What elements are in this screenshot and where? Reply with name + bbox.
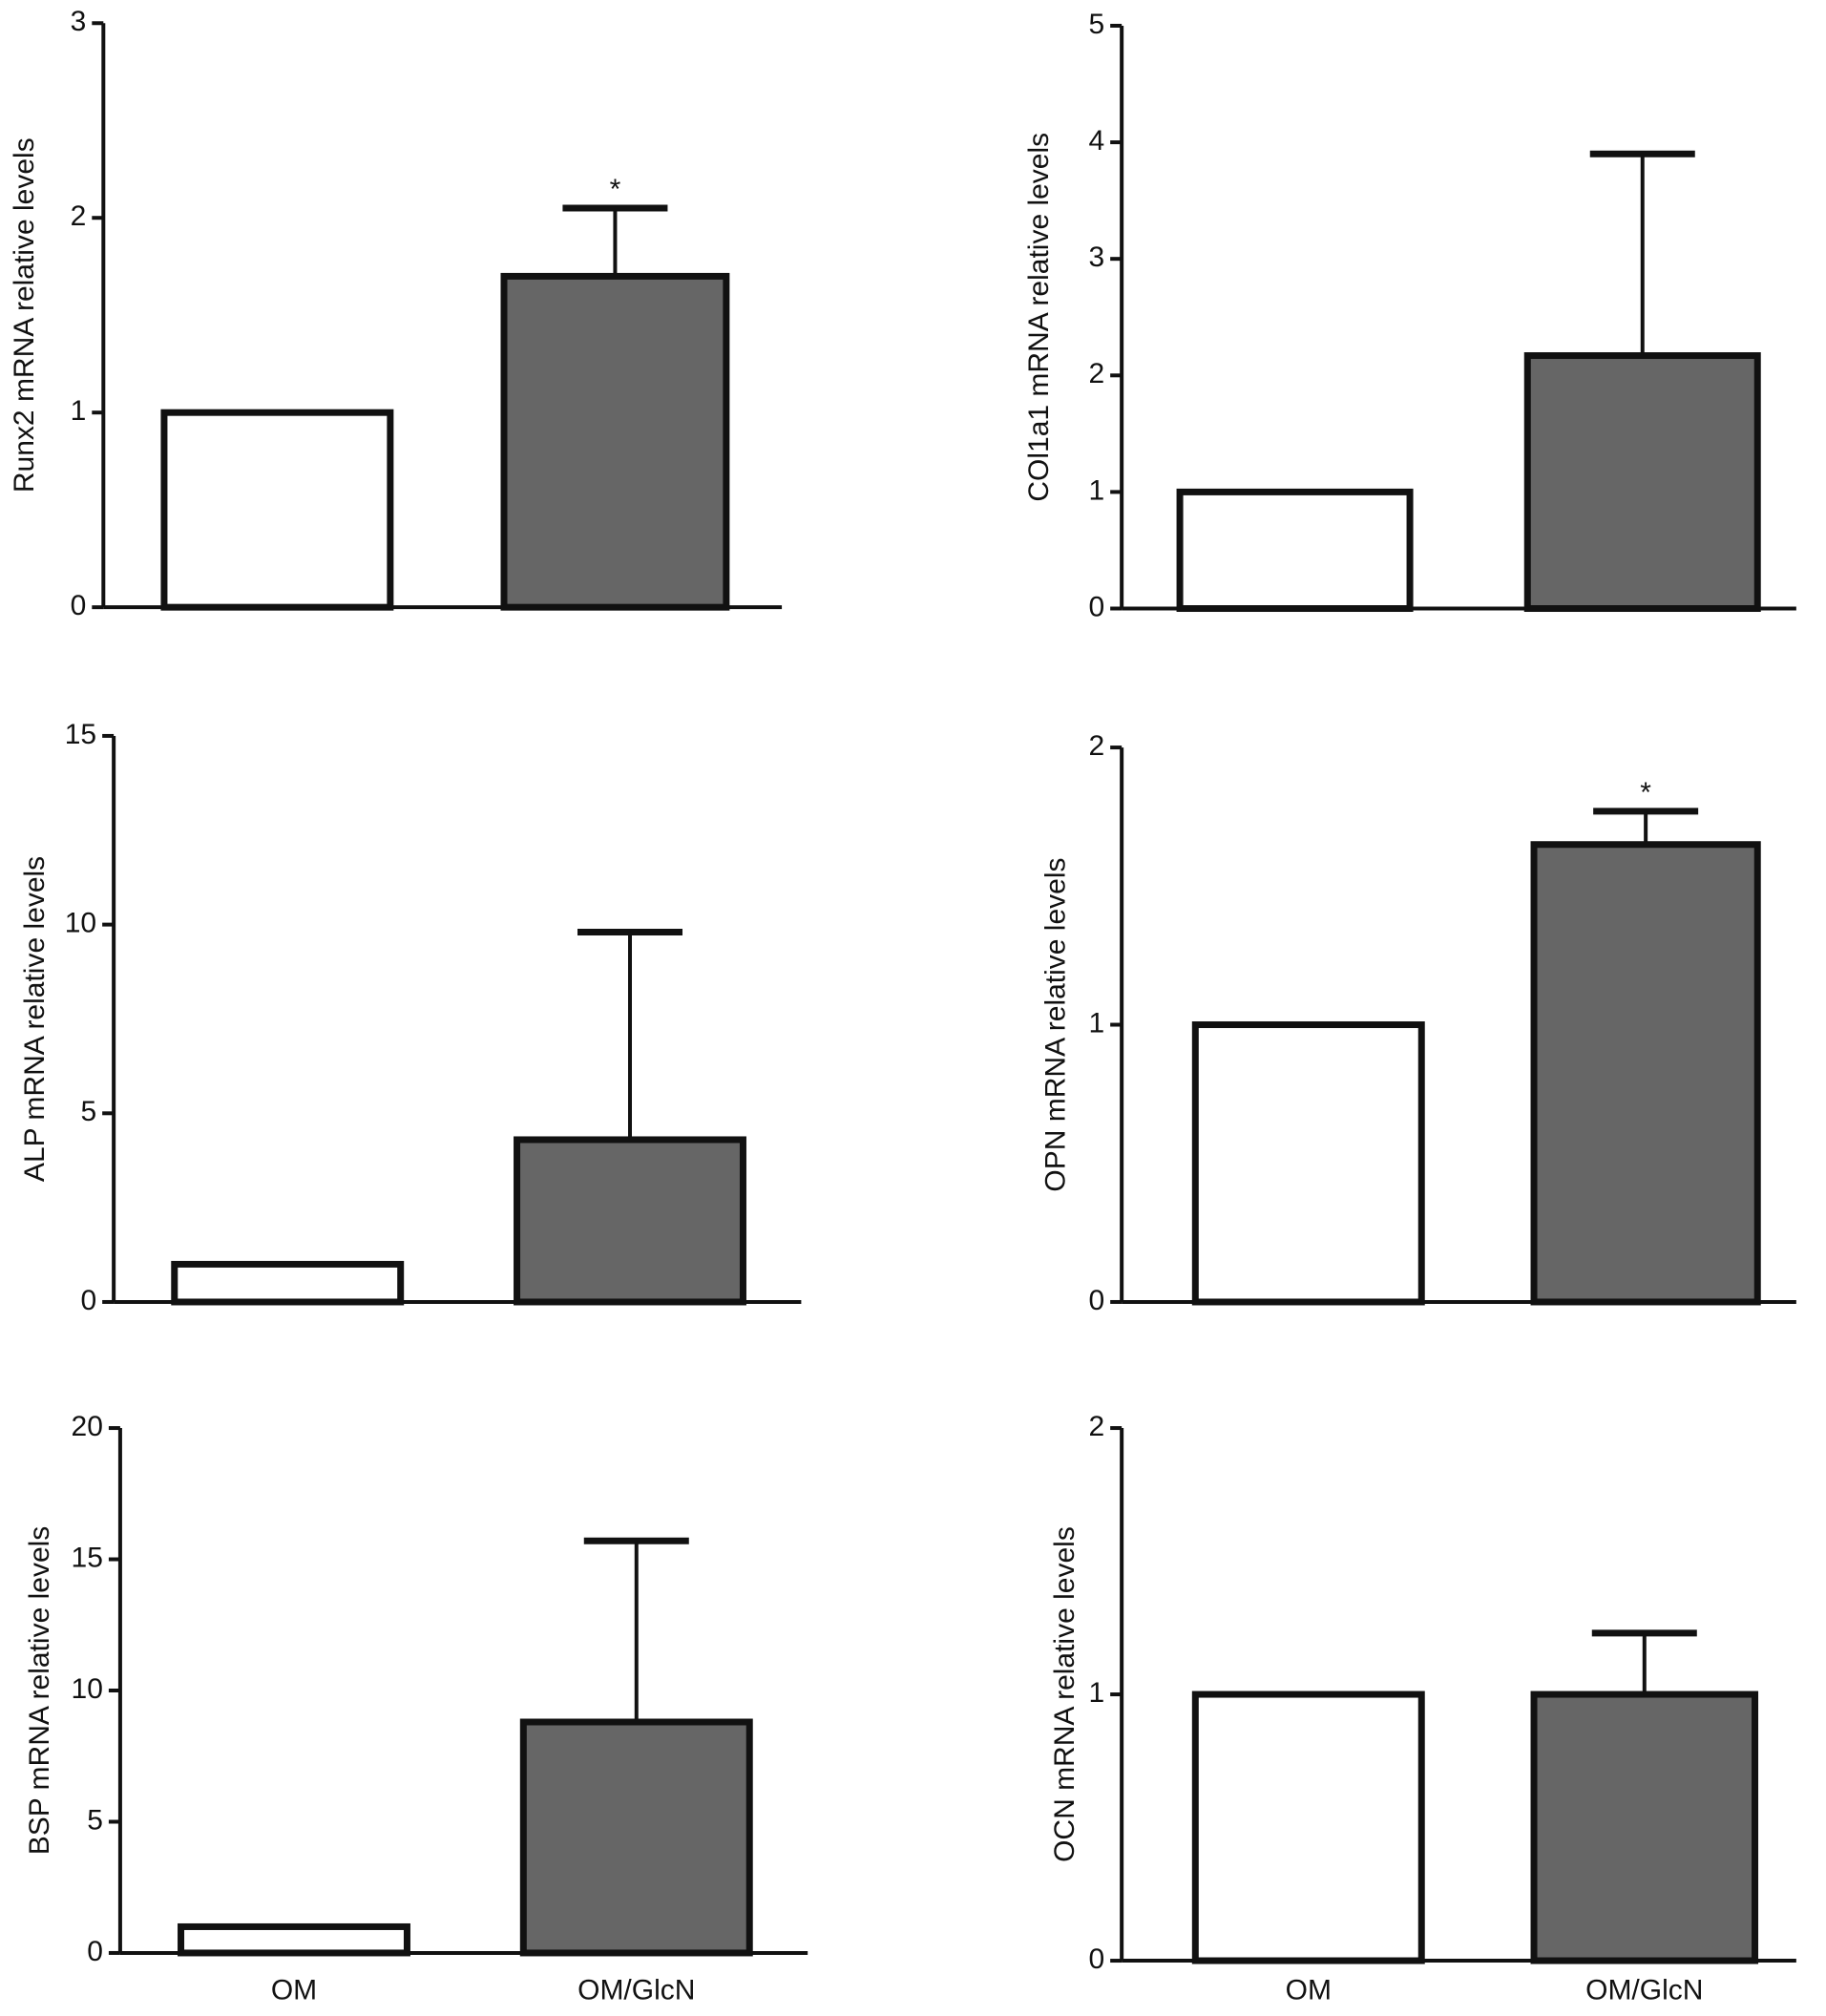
x-tick-label: OM/GlcN [577, 1974, 695, 2006]
bar [1176, 488, 1414, 613]
bar [1191, 1690, 1425, 1964]
y-tick-label: 2 [71, 200, 87, 232]
y-axis-label: ALP mRNA relative levels [19, 856, 51, 1182]
y-tick-label: 0 [1088, 1943, 1104, 1975]
y-tick-label: 2 [1088, 730, 1104, 762]
y-axis-label: OCN mRNA relative levels [1049, 1526, 1081, 1862]
y-tick-label: 3 [71, 6, 87, 37]
y-axis-label: COl1a1 mRNA relative levels [1023, 133, 1055, 502]
y-axis-label: BSP mRNA relative levels [24, 1526, 55, 1856]
x-tick-label: OM/GlcN [1585, 1974, 1703, 2006]
y-tick-label: 1 [1088, 474, 1104, 506]
y-tick-label: 15 [65, 719, 96, 750]
y-tick-label: 5 [1088, 9, 1104, 40]
bar [1530, 1690, 1759, 1964]
bar [1191, 1021, 1425, 1306]
y-tick-label: 1 [71, 395, 87, 427]
y-axis-label: OPN mRNA relative levels [1039, 857, 1071, 1191]
y-axis-label: Runx2 mRNA relative levels [9, 137, 40, 493]
y-tick-label: 2 [1088, 1411, 1104, 1442]
y-tick-label: 10 [65, 908, 96, 939]
bar [1530, 841, 1761, 1306]
y-tick-label: 2 [1088, 358, 1104, 389]
y-tick-label: 15 [72, 1542, 103, 1573]
y-tick-label: 20 [72, 1411, 103, 1442]
x-tick-label: OM [271, 1974, 317, 2006]
y-tick-label: 4 [1088, 125, 1104, 157]
y-tick-label: 5 [87, 1804, 103, 1836]
significance-mark: * [1640, 777, 1651, 808]
significance-mark: * [610, 174, 621, 205]
bar [171, 1260, 405, 1306]
y-tick-label: 0 [71, 590, 87, 621]
bar [160, 409, 394, 611]
y-tick-label: 0 [1088, 1285, 1104, 1316]
y-tick-label: 0 [1088, 591, 1104, 622]
y-tick-label: 10 [72, 1673, 103, 1705]
bar [1523, 352, 1761, 613]
bar [178, 1922, 410, 1957]
y-tick-label: 3 [1088, 242, 1104, 273]
y-tick-label: 1 [1088, 1677, 1104, 1709]
y-tick-label: 0 [80, 1285, 96, 1316]
y-tick-label: 1 [1088, 1007, 1104, 1039]
bar [500, 272, 730, 611]
bar [519, 1718, 753, 1957]
y-tick-label: 0 [87, 1936, 103, 1967]
y-tick-label: 5 [80, 1096, 96, 1127]
bar [514, 1136, 746, 1306]
x-tick-label: OM [1286, 1974, 1332, 2006]
